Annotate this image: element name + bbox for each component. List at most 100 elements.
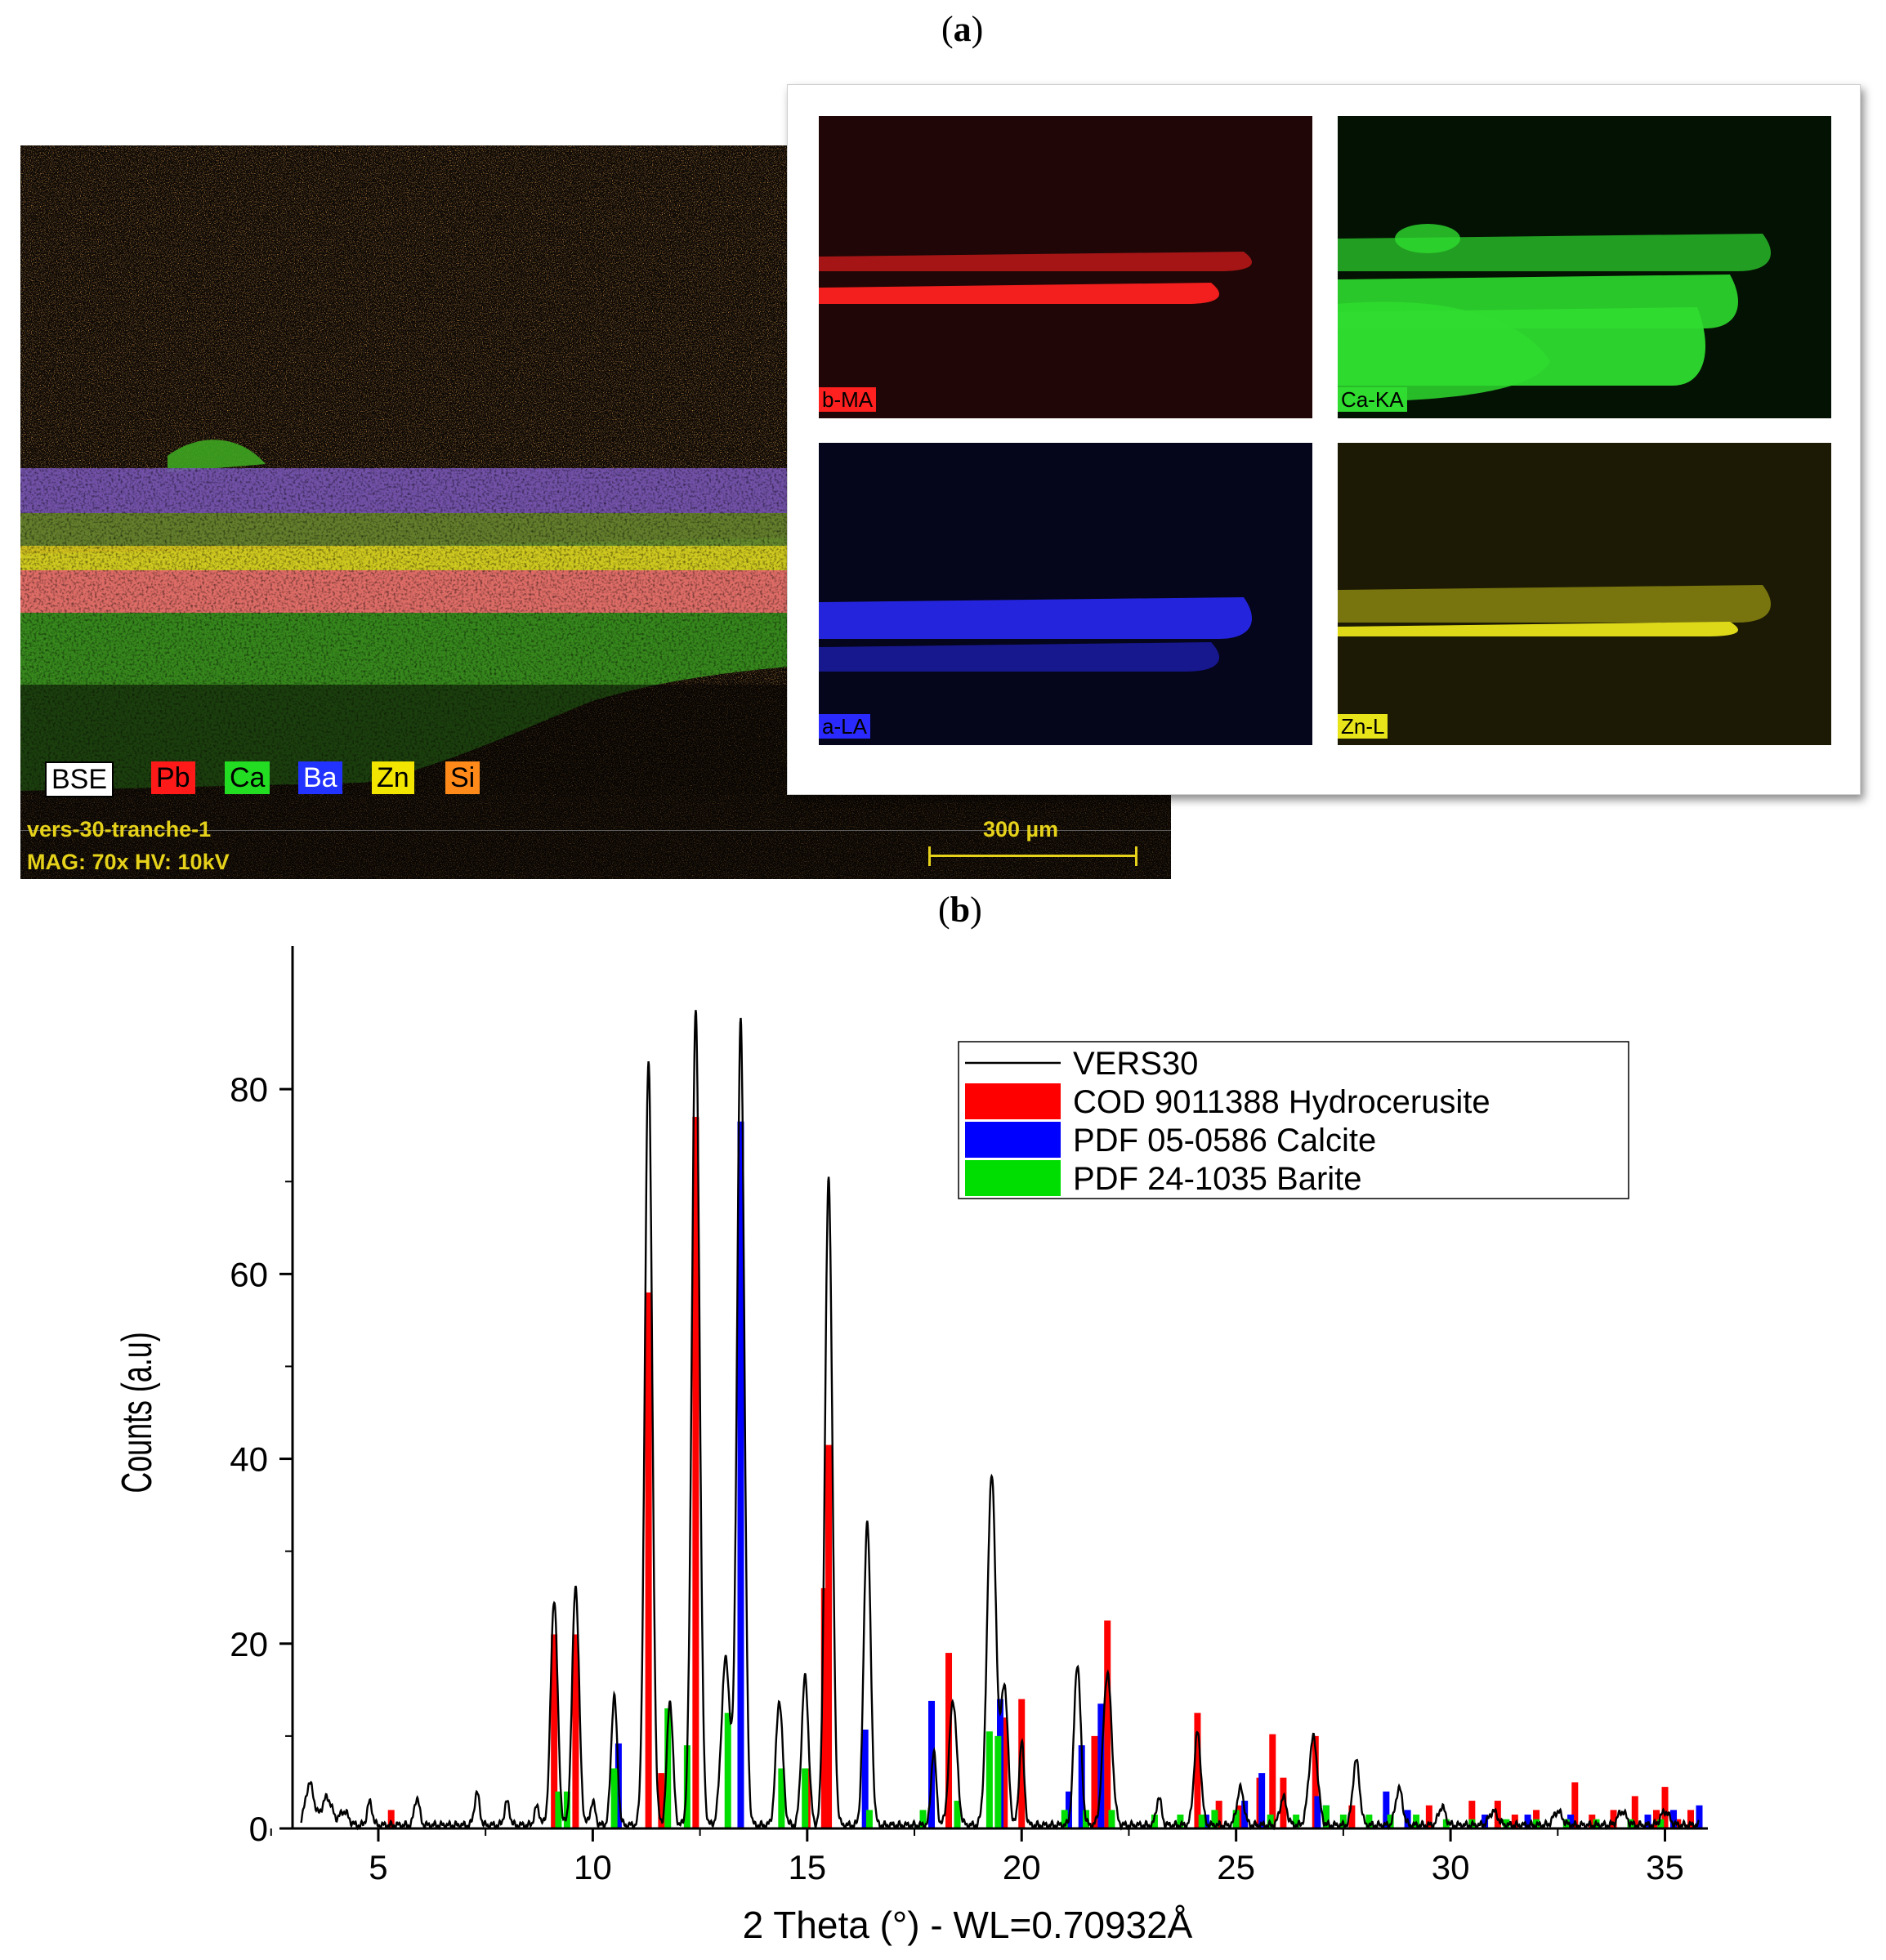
scale-bar-label: 300 µm — [983, 817, 1059, 842]
element-map-image — [819, 597, 1252, 672]
stick-hydrocerusite-14 — [1194, 1712, 1201, 1828]
element-map-label: Ca-KA — [1338, 387, 1407, 412]
scale-bar-tick-left — [928, 846, 931, 866]
element-map-label: a-LA — [819, 714, 870, 739]
stick-hydrocerusite-28 — [1571, 1782, 1579, 1828]
stick-barite-19 — [1211, 1810, 1218, 1828]
stick-calcite-15 — [1482, 1815, 1489, 1828]
element-legend-si: Si — [445, 761, 480, 794]
stick-hydrocerusite-11 — [1018, 1699, 1026, 1828]
y-tick-label: 60 — [230, 1255, 268, 1293]
element-map-zn-l: Zn-L — [1338, 443, 1831, 745]
stick-barite-26 — [1387, 1815, 1394, 1828]
stick-hydrocerusite-1 — [551, 1634, 558, 1828]
y-tick-label: 20 — [230, 1625, 268, 1663]
stick-barite-2 — [610, 1768, 618, 1828]
stick-barite-35 — [1657, 1819, 1665, 1828]
element-map-image — [819, 252, 1252, 304]
x-tick-label: 25 — [1217, 1848, 1255, 1886]
stick-barite-10 — [954, 1801, 961, 1828]
element-map-label: b-MA — [819, 387, 877, 412]
stick-barite-28 — [1442, 1819, 1450, 1828]
stick-calcite-19 — [1670, 1810, 1678, 1828]
element-map-image — [1338, 585, 1771, 636]
stick-hydrocerusite-7 — [825, 1444, 833, 1828]
legend-entry: VERS30 — [1073, 1046, 1198, 1082]
stick-calcite-16 — [1524, 1815, 1531, 1828]
xrd-chart: 5 10 15 20 25 30 35 0 20 40 60 80 2 Theta (°) - WL=0… — [114, 946, 1708, 1946]
stick-calcite-9 — [1241, 1801, 1249, 1828]
legend-entry: PDF 05-0586 Calcite — [1073, 1123, 1376, 1159]
x-tick-label: 15 — [788, 1848, 826, 1886]
scale-bar-tick-right — [1135, 846, 1137, 866]
stick-barite-13 — [1061, 1810, 1068, 1828]
stick-hydrocerusite-33 — [1661, 1787, 1669, 1828]
element-map-a-la: a-LA — [819, 443, 1312, 745]
stick-calcite-1 — [737, 1121, 744, 1828]
stick-barite-16 — [1151, 1815, 1158, 1828]
sem-divider-line — [20, 830, 1171, 831]
stick-barite-25 — [1365, 1815, 1373, 1828]
stick-hydrocerusite-0 — [387, 1810, 395, 1828]
stick-hydrocerusite-30 — [1610, 1810, 1617, 1828]
element-map-ca-ka: Ca-KA — [1338, 116, 1831, 418]
legend-box — [958, 1041, 1629, 1199]
stick-calcite-2 — [861, 1729, 869, 1828]
stick-calcite-11 — [1314, 1796, 1321, 1828]
y-tick-label: 40 — [230, 1440, 268, 1479]
stick-barite-30 — [1503, 1819, 1510, 1828]
element-map-image — [1338, 224, 1771, 402]
stick-barite-20 — [1232, 1810, 1240, 1828]
stick-hydrocerusite-10 — [1001, 1717, 1008, 1828]
stick-hydrocerusite-18 — [1269, 1734, 1276, 1828]
x-tick-label: 30 — [1432, 1848, 1470, 1886]
stick-barite-0 — [555, 1791, 562, 1828]
stick-hydrocerusite-13 — [1104, 1620, 1111, 1828]
x-tick-label: 5 — [369, 1848, 387, 1886]
series-vers30-line — [300, 1010, 1700, 1831]
stick-barite-18 — [1198, 1815, 1205, 1828]
legend-swatch — [965, 1122, 1061, 1158]
sem-sample-name: vers-30-tranche-1 — [27, 817, 212, 842]
stick-calcite-10 — [1258, 1773, 1266, 1828]
x-tick-label: 20 — [1003, 1848, 1041, 1886]
sem-acquisition-info: MAG: 70x HV: 10kV — [27, 850, 230, 874]
stick-hydrocerusite-31 — [1631, 1796, 1638, 1828]
stick-calcite-17 — [1567, 1815, 1575, 1828]
scale-bar — [928, 855, 1137, 857]
stick-hydrocerusite-5 — [692, 1117, 699, 1828]
element-legend-zn: Zn — [372, 761, 414, 794]
stick-barite-5 — [724, 1712, 731, 1828]
element-legend-ba: Ba — [298, 761, 342, 794]
stick-hydrocerusite-25 — [1494, 1801, 1501, 1828]
stick-barite-15 — [1108, 1810, 1115, 1828]
stick-calcite-5 — [1065, 1791, 1072, 1828]
x-tick-label: 35 — [1646, 1848, 1684, 1886]
element-legend-pb: Pb — [151, 761, 195, 794]
stick-calcite-20 — [1696, 1805, 1703, 1828]
y-tick-label: 80 — [230, 1070, 268, 1109]
y-tick-label: 0 — [249, 1810, 268, 1848]
stick-barite-17 — [1177, 1815, 1184, 1828]
stick-barite-8 — [865, 1810, 873, 1828]
stick-hydrocerusite-16 — [1236, 1805, 1244, 1828]
stick-barite-3 — [664, 1708, 672, 1828]
legend-entry: PDF 24-1035 Barite — [1073, 1161, 1362, 1197]
stick-hydrocerusite-20 — [1312, 1735, 1319, 1828]
panel-label-a: (a) — [941, 9, 984, 49]
stick-hydrocerusite-2 — [572, 1634, 579, 1828]
legend-entry: COD 9011388 Hydrocerusite — [1073, 1084, 1490, 1120]
stick-hydrocerusite-12 — [1091, 1735, 1098, 1828]
stick-hydrocerusite-26 — [1511, 1815, 1518, 1828]
stick-hydrocerusite-24 — [1468, 1801, 1476, 1828]
element-map-label: Zn-L — [1338, 714, 1388, 739]
stick-hydrocerusite-29 — [1589, 1815, 1596, 1828]
stick-hydrocerusite-32 — [1653, 1810, 1660, 1828]
stick-hydrocerusite-3 — [645, 1292, 652, 1828]
y-axis-title: Counts (a.u) — [114, 1332, 161, 1493]
x-axis-title: 2 Theta (°) - WL=0.70932Å — [743, 1904, 1193, 1946]
stick-hydrocerusite-15 — [1215, 1801, 1222, 1828]
element-legend-ca: Ca — [225, 761, 270, 794]
stick-barite-22 — [1293, 1815, 1300, 1828]
stick-barite-11 — [985, 1731, 993, 1828]
